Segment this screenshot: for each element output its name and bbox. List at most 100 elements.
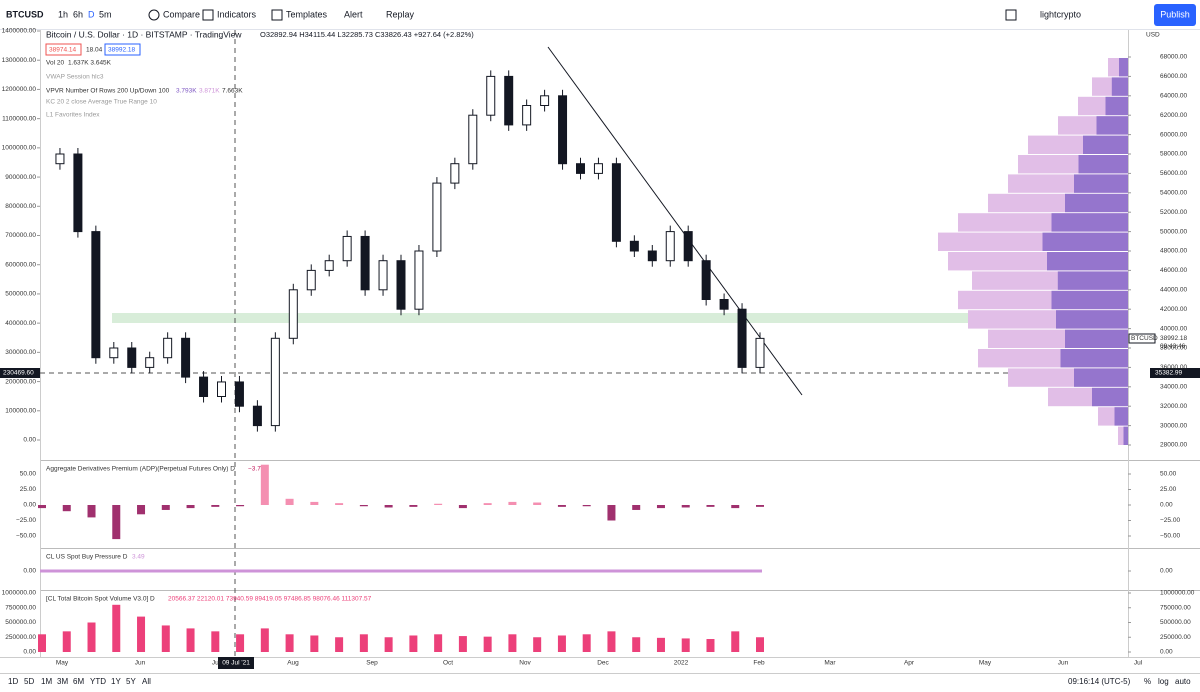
option[interactable]: % xyxy=(1144,677,1151,686)
y-tick-label: 38000.00 xyxy=(1160,345,1187,352)
interval[interactable]: 5m xyxy=(99,9,112,19)
compare-icon xyxy=(148,9,160,21)
left-tick-label: 500000.00 xyxy=(5,619,36,626)
x-tick-label: Oct xyxy=(443,660,453,667)
button[interactable]: Compare xyxy=(163,9,200,19)
y-tick-label: 34000.00 xyxy=(1160,384,1187,391)
checkbox[interactable] xyxy=(1005,9,1017,21)
symbol-title: Bitcoin / U.S. Dollar · 1D · BITSTAMP · … xyxy=(46,29,242,39)
x-tick-label: Dec xyxy=(597,660,609,667)
bid-box xyxy=(45,43,82,56)
y-tick-label: 64000.00 xyxy=(1160,93,1187,100)
y-tick-label: 50.00 xyxy=(1160,471,1177,478)
histogram-bar xyxy=(384,505,393,508)
left-tick-label: −50.00 xyxy=(16,533,36,540)
y-tick-label: 40000.00 xyxy=(1160,325,1187,332)
left-tick-label: 1300000.00 xyxy=(2,57,37,64)
profile-bar-up xyxy=(1105,96,1128,116)
candle xyxy=(486,75,496,116)
histogram-bar xyxy=(756,637,764,652)
candle xyxy=(127,347,137,368)
histogram-bar xyxy=(161,625,170,652)
left-tick-label: 600000.00 xyxy=(5,261,36,268)
bid: 38974.14 xyxy=(49,47,76,54)
x-tick-label: Aug xyxy=(287,660,299,667)
indicator: L1 Favorites Index xyxy=(46,112,100,119)
histogram-bar xyxy=(656,505,665,509)
candle xyxy=(522,105,532,126)
candle xyxy=(73,153,83,233)
panel-title: Aggregate Derivatives Premium (ADP)(Perp… xyxy=(46,466,235,473)
range[interactable]: YTD xyxy=(90,677,106,686)
range[interactable]: All xyxy=(142,677,151,686)
x-tick-label: Apr xyxy=(904,660,915,667)
symbol[interactable]: BTCUSD xyxy=(6,9,44,19)
y-tick-label: 42000.00 xyxy=(1160,306,1187,313)
histogram-bar xyxy=(137,505,146,515)
range[interactable]: 1D xyxy=(8,677,18,686)
candle xyxy=(55,153,65,165)
crosshair-date-tag xyxy=(218,657,254,669)
button[interactable]: Alert xyxy=(344,9,363,19)
button[interactable]: Indicators xyxy=(217,9,257,19)
histogram-bar xyxy=(137,616,146,652)
y-tick-label: 0.00 xyxy=(1160,502,1173,509)
support-zone xyxy=(112,313,1024,323)
profile-bar-up xyxy=(1078,155,1128,174)
x-tick-label: Sep xyxy=(366,660,378,667)
histogram-bar xyxy=(87,505,96,518)
profile-bar-up xyxy=(1057,271,1128,290)
candle xyxy=(558,95,568,165)
y-tick-label: 60000.00 xyxy=(1160,131,1187,138)
histogram-bar xyxy=(533,502,542,505)
clock: 09:16:14 (UTC-5) xyxy=(1068,677,1131,686)
y-tick-label: 68000.00 xyxy=(1160,54,1187,61)
histogram-bar xyxy=(756,505,764,507)
range[interactable]: 1M xyxy=(41,677,52,686)
left-tick-label: 750000.00 xyxy=(5,604,36,611)
histogram-bar xyxy=(458,636,467,652)
candle xyxy=(360,235,370,291)
profile-bar-up xyxy=(1083,135,1128,154)
profile-bar-up xyxy=(1074,368,1128,387)
histogram-bar xyxy=(112,604,121,652)
interval[interactable]: D xyxy=(88,9,95,19)
histogram-bar xyxy=(112,505,121,540)
range[interactable]: 5Y xyxy=(126,677,136,686)
range[interactable]: 3M xyxy=(57,677,68,686)
button[interactable]: Replay xyxy=(386,9,415,19)
y-tick-label: 66000.00 xyxy=(1160,73,1187,80)
y-tick-label: 750000.00 xyxy=(1160,604,1191,611)
interval[interactable]: 1h xyxy=(58,9,68,19)
interval[interactable]: 6h xyxy=(73,9,83,19)
range[interactable]: 5D xyxy=(24,677,34,686)
option[interactable]: auto xyxy=(1175,677,1191,686)
crosshair-price: 35382.99 xyxy=(1155,370,1182,377)
indicator: KC 20 2 close Average True Range 10 xyxy=(46,99,157,106)
range[interactable]: 1Y xyxy=(111,677,121,686)
left-tick-label: 50.00 xyxy=(20,471,37,478)
x-tick-label: May xyxy=(56,660,69,667)
candle xyxy=(342,235,352,262)
candle xyxy=(593,163,603,174)
profile-bar-up xyxy=(1065,193,1128,213)
histogram-bar xyxy=(632,637,641,652)
left-tick-label: 1400000.00 xyxy=(2,28,37,35)
histogram-bar xyxy=(384,637,393,652)
candle xyxy=(576,163,585,174)
username[interactable]: lightcrypto xyxy=(1040,9,1081,19)
y-tick-label: −50.00 xyxy=(1160,533,1180,540)
range[interactable]: 6M xyxy=(73,677,84,686)
publish-label[interactable]: Publish xyxy=(1160,9,1190,19)
histogram-bar xyxy=(260,628,269,652)
left-tick-label: 300000.00 xyxy=(5,349,36,356)
left-tick-label: 0.00 xyxy=(23,437,36,444)
symbol-tag xyxy=(1128,333,1156,344)
candle xyxy=(252,405,262,427)
publish-button[interactable] xyxy=(1154,4,1196,26)
button[interactable]: Templates xyxy=(286,9,328,19)
option[interactable]: log xyxy=(1158,677,1169,686)
y-tick-label: 48000.00 xyxy=(1160,248,1187,255)
y-tick-label: 46000.00 xyxy=(1160,267,1187,274)
